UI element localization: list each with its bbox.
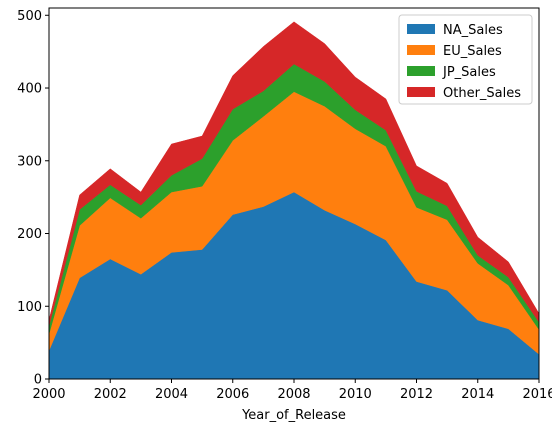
- y-tick-label: 200: [17, 227, 42, 242]
- y-tick-label: 300: [17, 154, 42, 169]
- legend-swatch-JP_Sales: [407, 66, 435, 76]
- x-tick-label: 2006: [216, 387, 249, 402]
- x-tick-label: 2008: [277, 387, 310, 402]
- y-tick-label: 500: [17, 9, 42, 24]
- legend-swatch-NA_Sales: [407, 24, 435, 34]
- y-tick-label: 0: [34, 373, 42, 388]
- legend-box: [398, 14, 533, 105]
- legend-label-EU_Sales: EU_Sales: [443, 44, 502, 59]
- x-tick-label: 2016: [522, 387, 552, 402]
- y-axis: 0 100 200 300 400 500: [17, 9, 49, 388]
- x-tick-label: 2012: [400, 387, 433, 402]
- legend-label-NA_Sales: NA_Sales: [443, 23, 503, 38]
- y-tick-label: 100: [17, 300, 42, 315]
- legend-label-JP_Sales: JP_Sales: [442, 65, 496, 80]
- x-tick-label: 2014: [461, 387, 494, 402]
- x-axis-label: Year_of_Release: [241, 408, 346, 423]
- x-tick-label: 2000: [32, 387, 65, 402]
- legend: NA_Sales EU_Sales JP_Sales Other_Sales: [398, 14, 533, 105]
- y-tick-label: 400: [17, 82, 42, 97]
- x-tick-label: 2010: [339, 387, 372, 402]
- x-axis: 2000 2002 2004 2006 2008 2010 2012 2014 2016: [32, 379, 552, 402]
- x-tick-label: 2002: [94, 387, 127, 402]
- legend-label-Other_Sales: Other_Sales: [443, 86, 521, 101]
- legend-swatch-Other_Sales: [407, 87, 435, 97]
- x-tick-label: 2004: [155, 387, 188, 402]
- legend-swatch-EU_Sales: [407, 45, 435, 55]
